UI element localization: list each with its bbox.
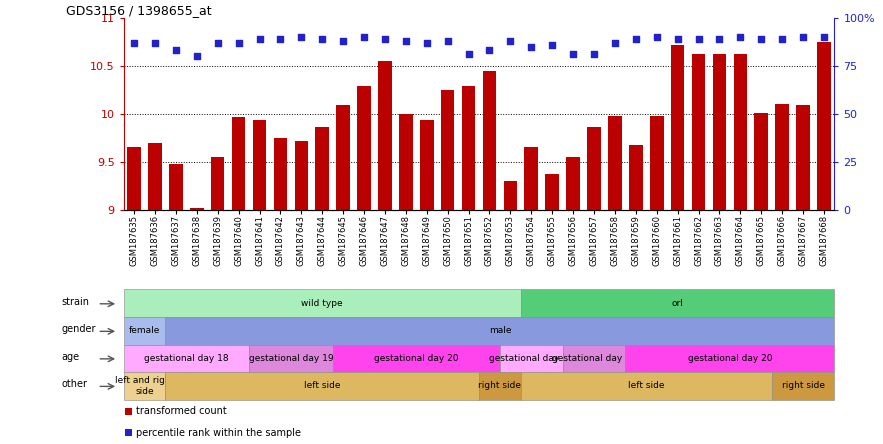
Bar [211, 157, 224, 210]
Bar [754, 113, 768, 210]
Bar [295, 140, 308, 210]
Bar [441, 90, 455, 210]
Text: gestational day 18: gestational day 18 [144, 354, 229, 363]
Bar [650, 115, 663, 210]
Text: strain: strain [62, 297, 90, 307]
Bar [546, 174, 559, 210]
Bar [817, 42, 831, 210]
Text: male: male [488, 326, 511, 335]
Bar [691, 54, 706, 210]
Text: left side: left side [304, 381, 341, 390]
Point [796, 33, 810, 40]
Text: left side: left side [628, 381, 665, 390]
Bar [671, 44, 684, 210]
Point [336, 37, 351, 44]
Point [378, 36, 392, 43]
Bar [503, 181, 517, 210]
Point [670, 36, 684, 43]
Text: percentile rank within the sample: percentile rank within the sample [136, 428, 301, 437]
Text: other: other [62, 380, 87, 389]
Bar [125, 429, 132, 436]
Bar [734, 54, 747, 210]
Point [733, 33, 747, 40]
Bar [315, 127, 329, 210]
Bar [358, 86, 371, 210]
Point [211, 39, 225, 46]
Text: age: age [62, 352, 80, 362]
Text: gender: gender [62, 325, 96, 334]
Text: transformed count: transformed count [136, 406, 227, 416]
Point [462, 51, 476, 58]
Point [629, 36, 643, 43]
Bar [775, 104, 789, 210]
Bar [169, 164, 183, 210]
Point [525, 43, 539, 50]
Bar [796, 105, 810, 210]
Bar [483, 71, 496, 210]
Point [754, 36, 768, 43]
Text: gestational day 18: gestational day 18 [489, 354, 574, 363]
Bar [629, 145, 643, 210]
Point [587, 51, 601, 58]
Bar [566, 157, 580, 210]
Bar [420, 120, 434, 210]
Text: GDS3156 / 1398655_at: GDS3156 / 1398655_at [66, 4, 212, 16]
Bar [148, 143, 162, 210]
Point [169, 47, 183, 54]
Point [775, 36, 789, 43]
Text: right side: right side [479, 381, 522, 390]
Point [503, 37, 517, 44]
Point [190, 52, 204, 59]
Point [691, 36, 706, 43]
Bar [608, 115, 622, 210]
Point [231, 39, 245, 46]
Point [441, 37, 455, 44]
Text: wild type: wild type [301, 299, 343, 308]
Point [357, 33, 371, 40]
Point [713, 36, 727, 43]
Text: female: female [129, 326, 160, 335]
Point [315, 36, 329, 43]
Bar [274, 138, 287, 210]
Text: gestational day 19: gestational day 19 [552, 354, 637, 363]
Bar [336, 105, 350, 210]
Point [650, 33, 664, 40]
Point [127, 39, 141, 46]
Text: orl: orl [672, 299, 683, 308]
Bar [190, 208, 204, 210]
Point [294, 33, 308, 40]
Point [482, 47, 496, 54]
Bar [232, 116, 245, 210]
Bar [127, 147, 141, 210]
Point [817, 33, 831, 40]
Point [274, 36, 288, 43]
Text: gestational day 20: gestational day 20 [688, 354, 772, 363]
Bar [462, 86, 475, 210]
Bar [253, 120, 267, 210]
Point [148, 39, 162, 46]
Text: right side: right side [781, 381, 825, 390]
Text: gestational day 19: gestational day 19 [248, 354, 333, 363]
Point [566, 51, 580, 58]
Text: left and right
side: left and right side [115, 376, 174, 396]
Point [608, 39, 622, 46]
Point [419, 39, 434, 46]
Point [545, 41, 559, 48]
Bar [525, 147, 538, 210]
Point [399, 37, 413, 44]
Point [253, 36, 267, 43]
Bar [587, 127, 600, 210]
Bar [399, 114, 412, 210]
Bar [125, 408, 132, 415]
Bar [378, 61, 392, 210]
Bar [713, 54, 726, 210]
Text: gestational day 20: gestational day 20 [374, 354, 458, 363]
